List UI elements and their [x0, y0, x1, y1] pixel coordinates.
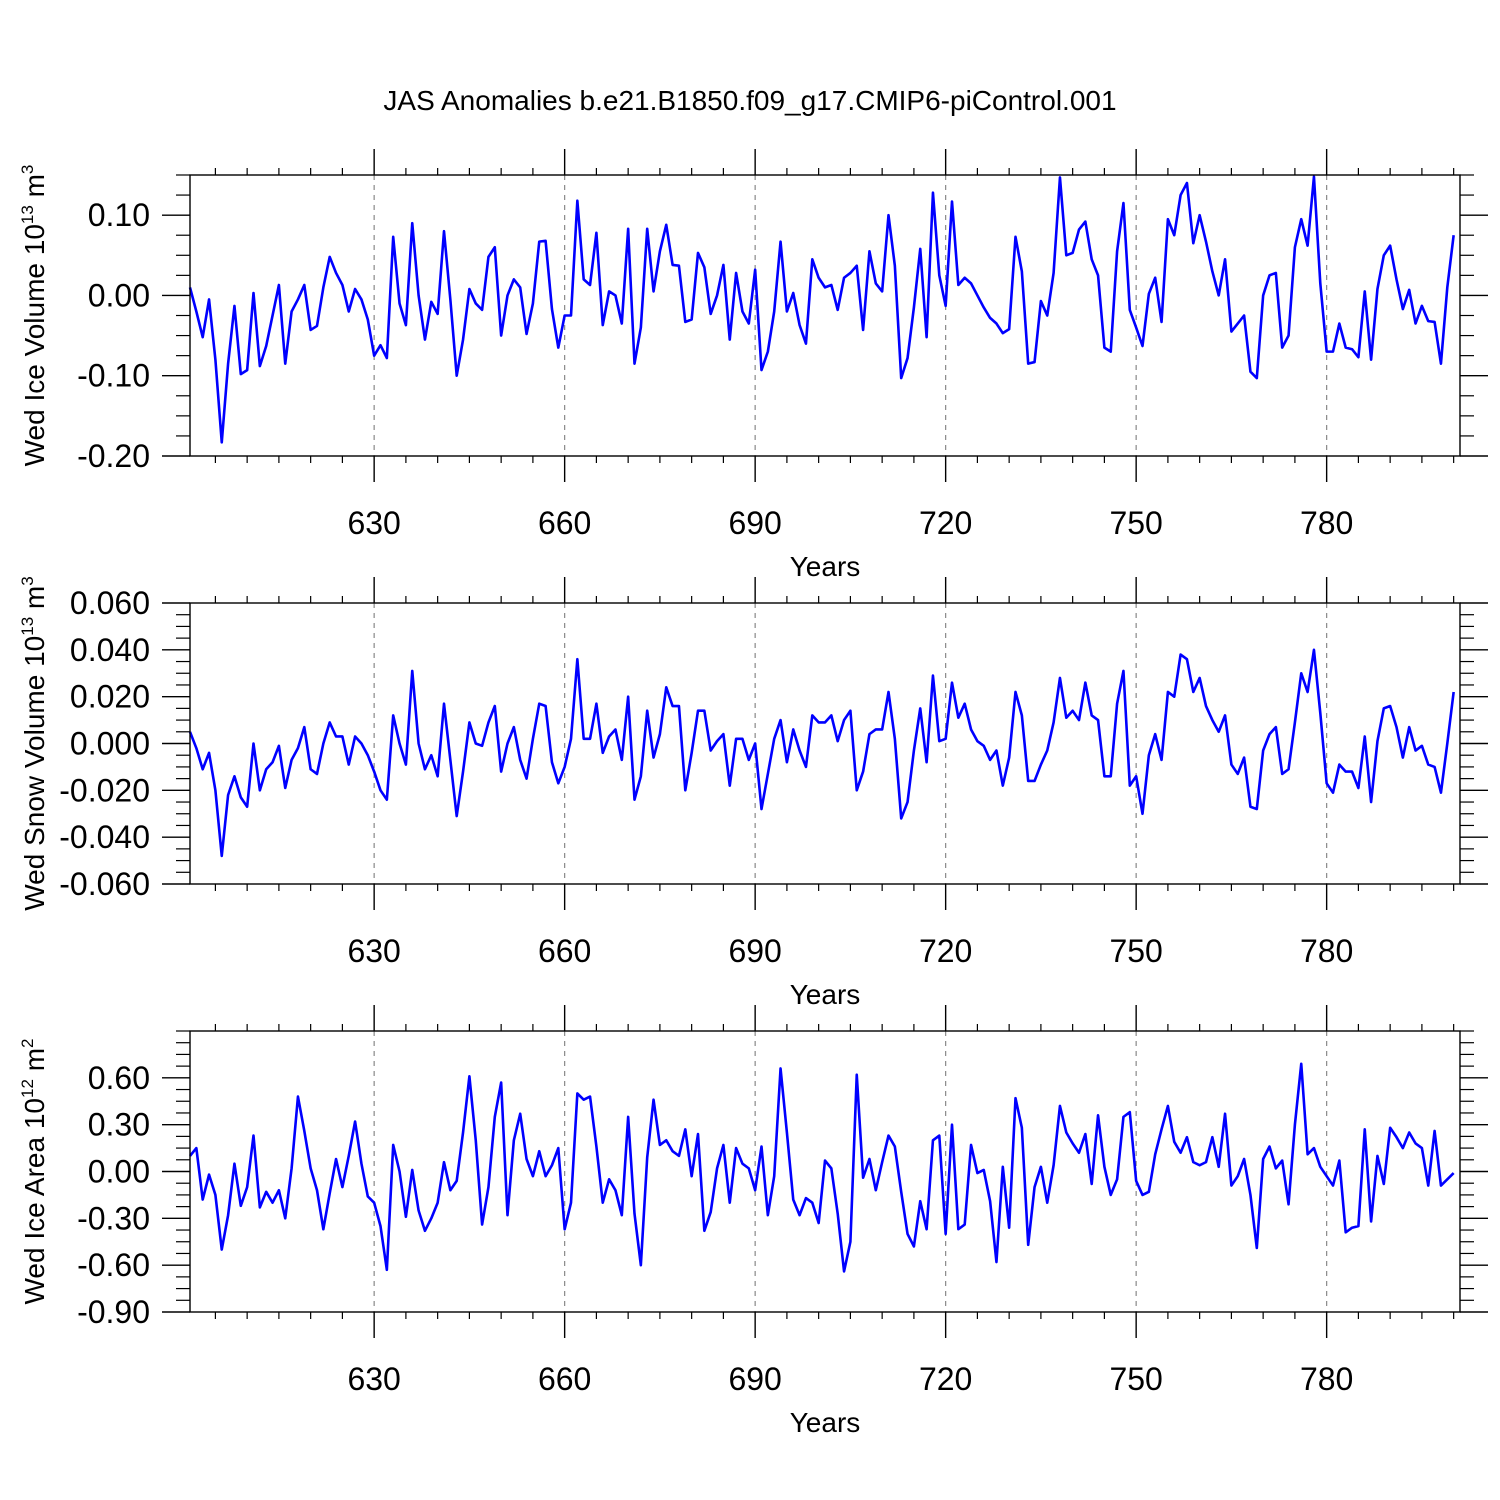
- x-tick-label: 690: [728, 505, 781, 541]
- plot-frame: [189, 1030, 1461, 1313]
- plot-frame: [189, 602, 1461, 885]
- y-tick-label: 0.060: [70, 585, 150, 621]
- y-tick-label: 0.60: [88, 1060, 150, 1096]
- x-tick-label: 630: [347, 505, 400, 541]
- x-tick-label: 780: [1300, 505, 1353, 541]
- y-tick-label: 0.30: [88, 1107, 150, 1143]
- x-tick-label: 750: [1109, 1361, 1162, 1397]
- x-axis-title: Years: [790, 979, 861, 1010]
- plot-frame: [189, 174, 1461, 457]
- x-tick-label: 720: [919, 1361, 972, 1397]
- y-tick-label: -0.040: [59, 819, 150, 855]
- y-axis-title: Wed Ice Area 1012 m2: [18, 1039, 50, 1305]
- panel-1: 630 660 690 720 750 780 -0.20 -0.10 0.00 0.10 Year…: [18, 149, 1488, 582]
- panel-3: 630 660 690 720 750 780 -0.90 -0.60 -0.30 0.00 0.3…: [18, 1005, 1488, 1438]
- x-tick-label: 780: [1300, 1361, 1353, 1397]
- x-tick-label: 630: [347, 1361, 400, 1397]
- y-tick-label: 0.020: [70, 679, 150, 715]
- figure-title: JAS Anomalies b.e21.B1850.f09_g17.CMIP6-…: [383, 85, 1116, 116]
- x-tick-label: 630: [347, 933, 400, 969]
- y-tick-label: 0.00: [88, 1154, 150, 1190]
- y-tick-label: -0.30: [77, 1200, 150, 1236]
- x-tick-label: 720: [919, 933, 972, 969]
- x-tick-label: 660: [538, 505, 591, 541]
- y-tick-label: -0.060: [59, 866, 150, 902]
- y-tick-label: -0.60: [77, 1247, 150, 1283]
- y-tick-label: 0.000: [70, 726, 150, 762]
- panel-2: 630 660 690 720 750 780 -0.060 -0.040 -0.020 0.00…: [18, 576, 1488, 1010]
- y-axis-title: Wed Ice Volume 1013 m3: [18, 165, 50, 467]
- x-tick-label: 690: [728, 1361, 781, 1397]
- y-tick-label: -0.90: [77, 1294, 150, 1330]
- x-tick-label: 660: [538, 1361, 591, 1397]
- y-axis-title: Wed Snow Volume 1013 m3: [18, 576, 50, 910]
- y-tick-label: 0.10: [88, 197, 150, 233]
- series-line: [188, 1062, 1455, 1273]
- x-tick-label: 690: [728, 933, 781, 969]
- y-tick-label: -0.20: [77, 438, 150, 474]
- y-tick-label: -0.10: [77, 358, 150, 394]
- x-tick-label: 780: [1300, 933, 1353, 969]
- x-tick-label: 660: [538, 933, 591, 969]
- y-tick-label: -0.020: [59, 772, 150, 808]
- y-tick-label: 0.00: [88, 277, 150, 313]
- y-tick-label: 0.040: [70, 632, 150, 668]
- x-tick-label: 750: [1109, 505, 1162, 541]
- series-line: [188, 175, 1455, 444]
- x-tick-label: 750: [1109, 933, 1162, 969]
- x-axis-title: Years: [790, 1407, 861, 1438]
- panels: 630 660 690 720 750 780 -0.20 -0.10 0.00 0.10 Year…: [18, 149, 1488, 1438]
- x-tick-label: 720: [919, 505, 972, 541]
- x-axis-title: Years: [790, 551, 861, 582]
- series-line: [188, 648, 1455, 858]
